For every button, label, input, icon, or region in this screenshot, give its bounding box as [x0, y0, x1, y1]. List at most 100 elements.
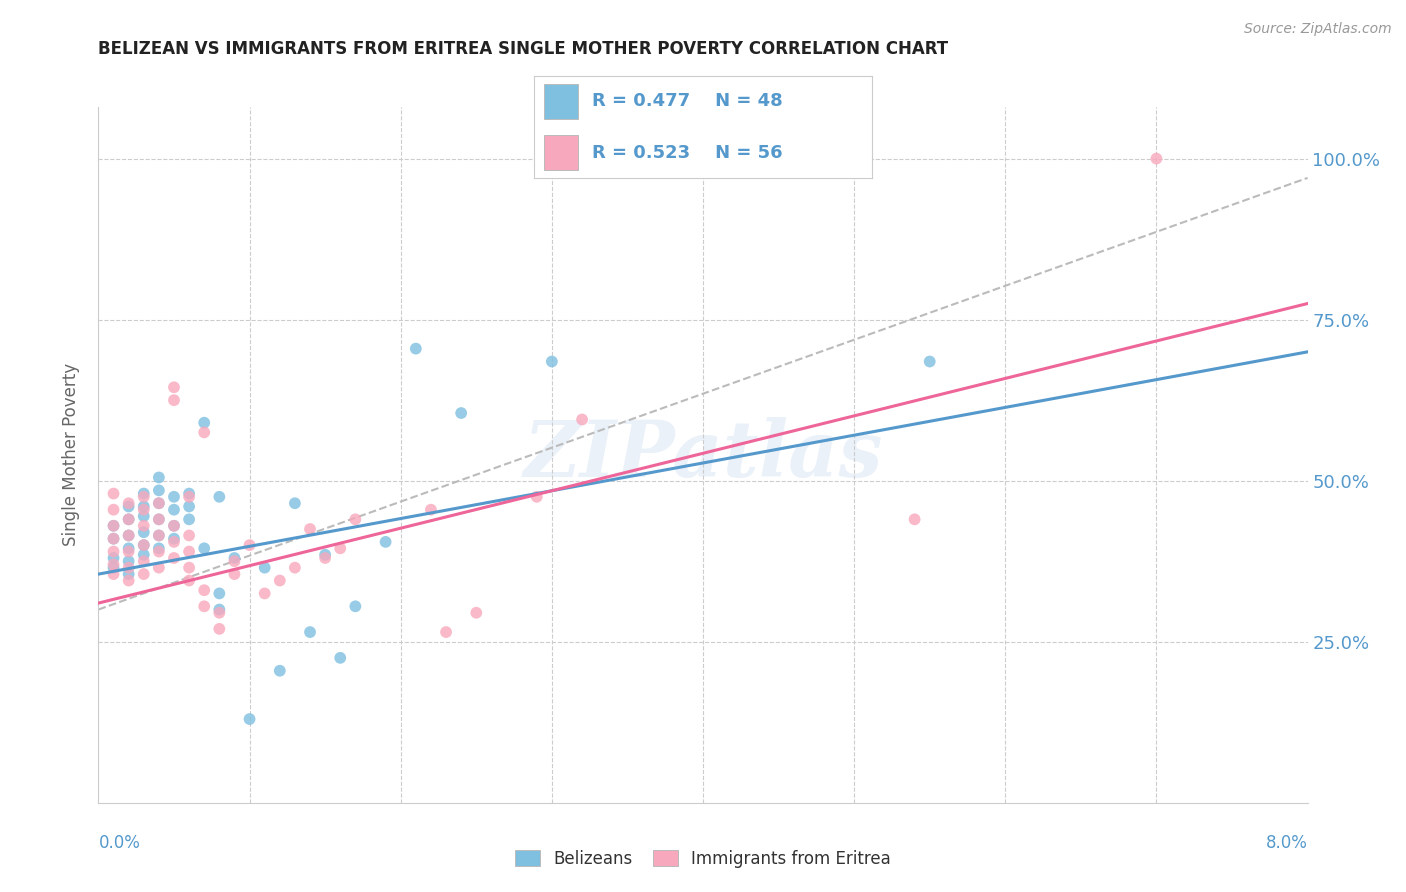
Point	[118, 496, 141, 510]
Point	[132, 538, 155, 552]
Point	[118, 500, 141, 514]
Point	[132, 538, 155, 552]
Point	[179, 500, 201, 514]
Text: R = 0.523    N = 56: R = 0.523 N = 56	[592, 144, 782, 161]
Point	[163, 393, 186, 408]
Text: 8.0%: 8.0%	[1265, 834, 1308, 852]
Bar	[544, 84, 578, 119]
Point	[118, 512, 141, 526]
Point	[253, 560, 276, 574]
Text: ZIPatlas: ZIPatlas	[523, 417, 883, 493]
Point	[148, 512, 170, 526]
Point	[103, 558, 125, 572]
Point	[193, 425, 215, 440]
Point	[465, 606, 488, 620]
Point	[179, 544, 201, 558]
Point	[284, 496, 307, 510]
Point	[299, 625, 322, 640]
Point	[103, 532, 125, 546]
Text: Source: ZipAtlas.com: Source: ZipAtlas.com	[1244, 22, 1392, 37]
Y-axis label: Single Mother Poverty: Single Mother Poverty	[62, 363, 80, 547]
Point	[208, 606, 231, 620]
Point	[208, 622, 231, 636]
Point	[193, 599, 215, 614]
Point	[179, 490, 201, 504]
Point	[434, 625, 457, 640]
Point	[118, 528, 141, 542]
Point	[103, 560, 125, 574]
Point	[103, 532, 125, 546]
Point	[118, 512, 141, 526]
Point	[374, 534, 396, 549]
Point	[405, 342, 427, 356]
Point	[103, 567, 125, 582]
Point	[132, 525, 155, 540]
Point	[163, 534, 186, 549]
Point	[239, 538, 262, 552]
Point	[118, 560, 141, 574]
Point	[179, 560, 201, 574]
Point	[224, 567, 246, 582]
Point	[148, 512, 170, 526]
Point	[132, 509, 155, 524]
Point	[132, 554, 155, 568]
Point	[224, 551, 246, 566]
Point	[193, 416, 215, 430]
Point	[208, 490, 231, 504]
Point	[163, 518, 186, 533]
Point	[904, 512, 927, 526]
Point	[163, 518, 186, 533]
Point	[299, 522, 322, 536]
Point	[132, 500, 155, 514]
Point	[163, 380, 186, 394]
Point	[208, 602, 231, 616]
Point	[314, 551, 336, 566]
Point	[269, 574, 291, 588]
Text: R = 0.477    N = 48: R = 0.477 N = 48	[592, 93, 782, 111]
Point	[148, 560, 170, 574]
Point	[103, 518, 125, 533]
Point	[329, 541, 352, 556]
Point	[224, 554, 246, 568]
Point	[918, 354, 941, 368]
Point	[118, 541, 141, 556]
Point	[284, 560, 307, 574]
Point	[179, 528, 201, 542]
Point	[103, 544, 125, 558]
Text: BELIZEAN VS IMMIGRANTS FROM ERITREA SINGLE MOTHER POVERTY CORRELATION CHART: BELIZEAN VS IMMIGRANTS FROM ERITREA SING…	[98, 40, 949, 58]
Point	[148, 470, 170, 484]
Point	[193, 583, 215, 598]
Point	[118, 567, 141, 582]
Point	[163, 490, 186, 504]
Point	[103, 551, 125, 566]
Point	[118, 574, 141, 588]
Point	[118, 528, 141, 542]
Point	[148, 541, 170, 556]
Point	[103, 502, 125, 516]
Point	[132, 548, 155, 562]
Point	[148, 544, 170, 558]
Point	[132, 486, 155, 500]
Point	[179, 574, 201, 588]
Point	[132, 490, 155, 504]
Point	[148, 528, 170, 542]
Point	[269, 664, 291, 678]
Point	[239, 712, 262, 726]
Point	[344, 599, 367, 614]
Point	[179, 512, 201, 526]
Text: 0.0%: 0.0%	[98, 834, 141, 852]
Point	[148, 496, 170, 510]
Point	[344, 512, 367, 526]
Point	[193, 541, 215, 556]
Point	[103, 518, 125, 533]
Point	[148, 496, 170, 510]
Point	[329, 651, 352, 665]
Point	[208, 586, 231, 600]
Point	[148, 528, 170, 542]
Point	[179, 486, 201, 500]
Point	[163, 532, 186, 546]
Point	[148, 483, 170, 498]
Point	[163, 551, 186, 566]
Point	[132, 518, 155, 533]
Point	[132, 502, 155, 516]
